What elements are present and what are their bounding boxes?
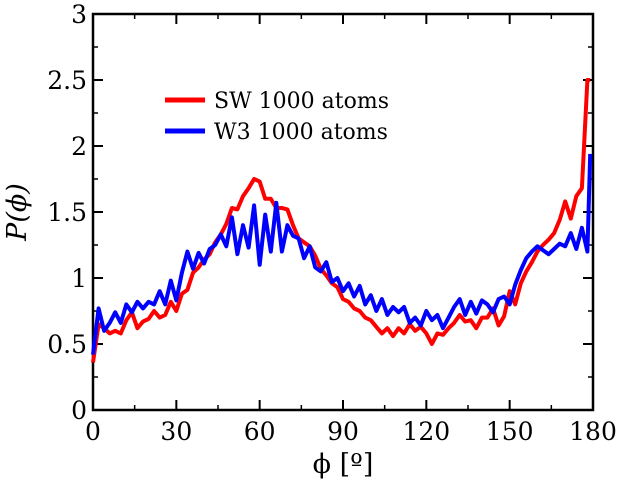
plot-frame	[91, 12, 595, 412]
series-line-w3	[91, 153, 593, 355]
x-tick-label: 90	[327, 417, 359, 446]
x-tick-label: 120	[402, 417, 450, 446]
y-tick-label: 2	[71, 132, 87, 161]
legend-label-w3: W3 1000 atoms	[214, 120, 388, 145]
tick-labels: 0 30 60 90 120 150 180 0 0.5 1 1.5 2 2.5 3	[47, 0, 617, 446]
y-tick-label: 0.5	[47, 330, 87, 359]
series-line-sw	[91, 78, 591, 363]
tick-marks	[92, 13, 594, 411]
y-axis-label: P(ϕ)	[2, 183, 33, 242]
y-tick-label: 2.5	[47, 66, 87, 95]
x-tick-label: 60	[244, 417, 276, 446]
y-tick-label: 1.5	[47, 198, 87, 227]
x-tick-label: 30	[160, 417, 192, 446]
legend: SW 1000 atoms W3 1000 atoms	[165, 89, 389, 145]
x-tick-label: 150	[486, 417, 534, 446]
x-tick-label: 180	[569, 417, 617, 446]
x-axis-label: ϕ [º]	[313, 449, 374, 480]
y-tick-label: 3	[71, 0, 87, 29]
x-tick-label: 0	[85, 417, 101, 446]
y-tick-label: 1	[71, 264, 87, 293]
y-tick-label: 0	[71, 396, 87, 425]
legend-label-sw: SW 1000 atoms	[214, 89, 389, 114]
series-lines	[91, 78, 593, 363]
